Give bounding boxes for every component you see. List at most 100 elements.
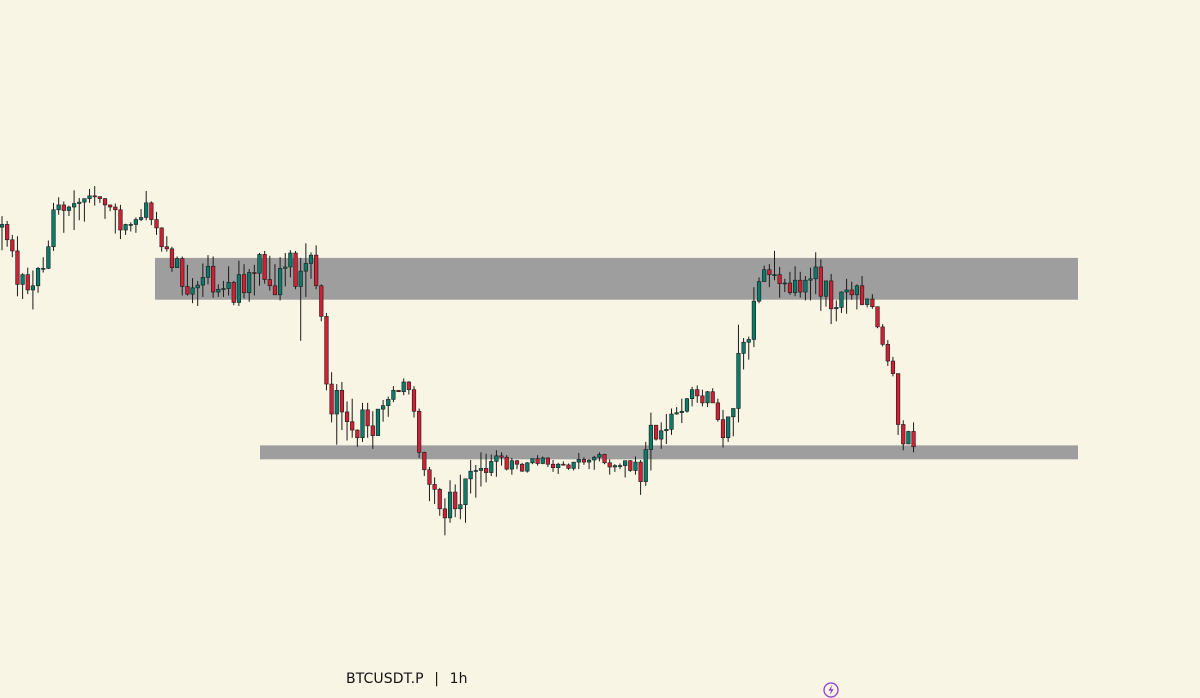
candle-body-down <box>231 281 236 303</box>
candle-body-up <box>684 398 690 412</box>
candle <box>272 264 278 296</box>
candle-body-up <box>726 416 731 439</box>
candle <box>710 388 715 404</box>
candle-body-down <box>911 431 916 448</box>
candle-body-down <box>700 395 705 404</box>
candle <box>360 402 365 442</box>
candle <box>380 400 386 422</box>
candle <box>483 453 489 483</box>
candle-body-up <box>288 252 293 268</box>
candle-body-down <box>829 280 834 310</box>
candle-body-down <box>149 202 154 220</box>
candle <box>20 273 25 300</box>
candle-body-down <box>365 409 370 427</box>
candle <box>463 478 468 523</box>
candle <box>262 250 267 284</box>
candle-body-down <box>535 458 540 464</box>
candle-body-up <box>473 470 478 472</box>
candle <box>808 267 813 301</box>
candle-body-down <box>653 424 659 440</box>
candle <box>82 198 87 222</box>
candle <box>0 216 5 251</box>
support-zone[interactable] <box>260 445 1078 460</box>
candle-body-up <box>659 430 664 440</box>
candle <box>56 197 61 215</box>
candle-body-down <box>5 224 10 241</box>
candle-body-up <box>468 470 473 480</box>
candle <box>643 441 648 486</box>
candle-body-up <box>586 459 592 463</box>
candle <box>844 278 849 314</box>
candle <box>653 424 659 441</box>
candle-body-down <box>566 464 571 469</box>
candle <box>51 202 56 251</box>
candle-body-up <box>772 274 777 276</box>
candle <box>736 324 741 423</box>
candle <box>829 273 834 325</box>
candle-body-down <box>211 265 216 293</box>
candle <box>834 300 839 322</box>
lightning-bolt-icon[interactable] <box>823 682 839 698</box>
candle-body-down <box>607 462 612 468</box>
candle-body-up <box>128 224 133 226</box>
candle <box>200 263 205 297</box>
candle-body-up <box>674 412 679 415</box>
candle <box>581 457 587 465</box>
candle-body-down <box>339 390 345 413</box>
candle-body-down <box>453 491 458 510</box>
candle-body-down <box>901 424 906 445</box>
candle <box>762 265 767 282</box>
candle-body-down <box>370 425 375 436</box>
candle <box>664 414 669 444</box>
candle-body-down <box>545 457 550 465</box>
candle-body-down <box>272 285 278 296</box>
candle <box>77 197 82 221</box>
candle-body-down <box>10 239 15 252</box>
candle <box>144 190 149 221</box>
candle-body-up <box>664 429 669 432</box>
candle <box>41 257 46 273</box>
candle-body-up <box>530 458 535 464</box>
candle <box>344 401 350 441</box>
candle <box>66 205 72 217</box>
candle <box>890 356 896 377</box>
candle <box>216 284 221 297</box>
candle-body-up <box>679 410 684 413</box>
candle-body-down <box>102 198 108 206</box>
candle-body-down <box>818 266 823 297</box>
candle <box>700 389 705 407</box>
candle <box>839 291 844 313</box>
candle-body-up <box>200 277 205 286</box>
candle <box>334 384 339 445</box>
candle <box>154 211 159 235</box>
candle-body-down <box>628 460 633 471</box>
candle <box>823 280 829 307</box>
candle-body-up <box>66 206 72 211</box>
candle <box>185 264 190 296</box>
candle-body-down <box>422 452 427 471</box>
candle <box>623 460 628 478</box>
candle <box>257 253 262 286</box>
candle <box>494 450 499 477</box>
candle-body-up <box>277 268 283 296</box>
candle-body-down <box>159 227 164 248</box>
candle-body-up <box>756 281 762 302</box>
candle-body-down <box>581 459 587 463</box>
candle-body-down <box>396 390 401 393</box>
candle <box>638 460 643 495</box>
candle-body-up <box>458 504 463 510</box>
candle-body-up <box>175 258 180 268</box>
candle-body-up <box>782 282 787 285</box>
candle-body-down <box>499 455 504 458</box>
candle <box>509 457 514 475</box>
candle <box>550 460 556 472</box>
candle-body-down <box>437 488 442 510</box>
candle-body-down <box>561 463 566 466</box>
candle <box>628 460 633 472</box>
candle-body-up <box>556 463 561 468</box>
candle <box>556 462 561 474</box>
resistance-zone[interactable] <box>155 257 1078 300</box>
candle <box>422 451 427 477</box>
candle-body-up <box>494 455 499 462</box>
